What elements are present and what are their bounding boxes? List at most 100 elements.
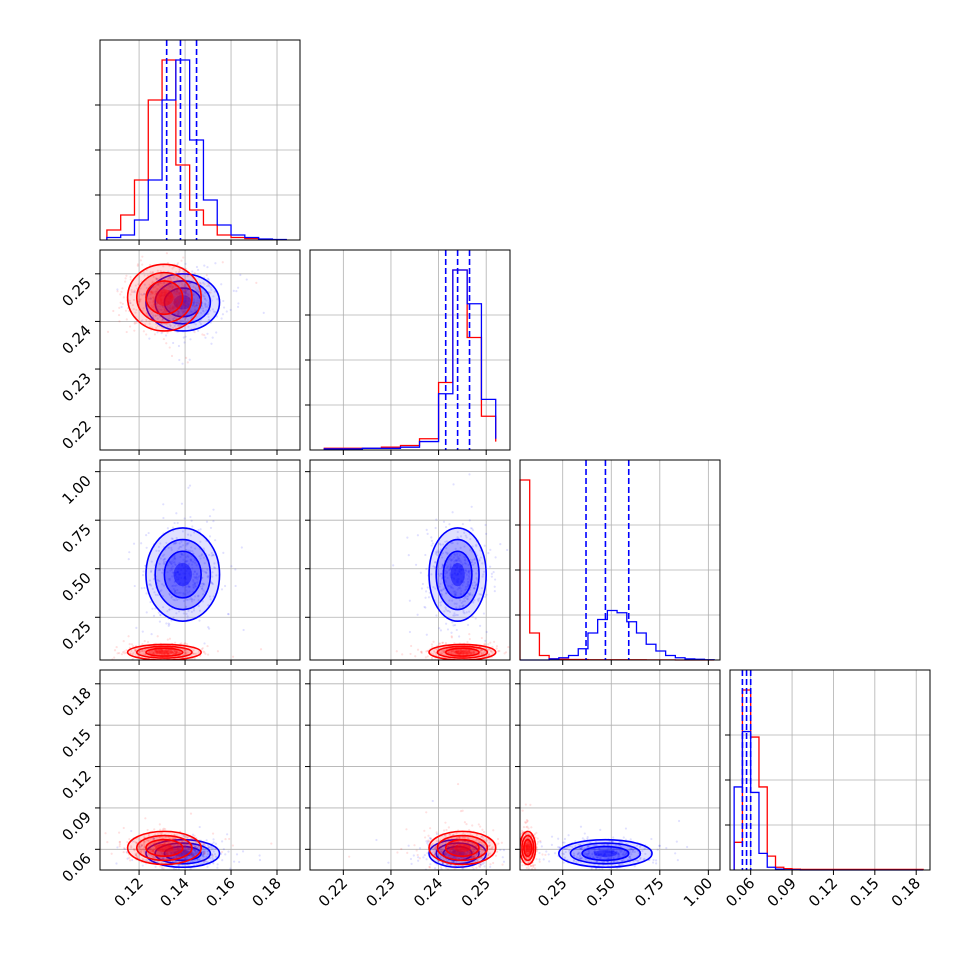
sample-point [459, 592, 462, 595]
sample-point [175, 575, 178, 579]
contour-blue [154, 280, 212, 325]
sample-point [167, 546, 170, 550]
sample-point [154, 307, 158, 310]
sample-point [185, 560, 188, 563]
sample-point [167, 302, 170, 305]
sample-point [151, 292, 154, 295]
sample-point [182, 851, 186, 854]
sample-point [414, 563, 418, 566]
sample-point [448, 568, 451, 572]
sample-point [181, 279, 184, 283]
density-fill [450, 562, 465, 587]
sample-point [550, 843, 553, 846]
sample-point [169, 852, 173, 855]
sample-point [223, 584, 227, 588]
sample-point [441, 563, 444, 567]
sample-point [175, 650, 178, 653]
sample-point [179, 324, 182, 328]
sample-point [196, 289, 199, 292]
sample-point [213, 566, 216, 569]
sample-point [197, 329, 200, 332]
sample-point [501, 863, 504, 866]
sample-point [171, 285, 174, 288]
sample-point [160, 315, 164, 318]
sample-point [457, 652, 460, 655]
sample-point [216, 866, 219, 869]
sample-point [156, 651, 159, 654]
sample-point [172, 598, 175, 601]
sample-point [178, 291, 181, 295]
sample-point [468, 576, 471, 579]
sample-point [210, 581, 214, 584]
sample-point [192, 854, 195, 857]
sample-point [173, 557, 176, 560]
sample-point [142, 849, 145, 853]
sample-point [204, 652, 207, 655]
sample-point [183, 517, 186, 520]
sample-point [157, 649, 160, 652]
sample-point [155, 309, 158, 312]
sample-point [155, 649, 158, 652]
sample-point [434, 654, 437, 657]
sample-point [156, 635, 159, 638]
sample-point [442, 650, 445, 653]
sample-point [173, 591, 177, 594]
sample-point [161, 291, 164, 294]
sample-point [463, 821, 467, 824]
sample-point [468, 649, 471, 653]
sample-point [127, 635, 130, 638]
sample-point [200, 861, 203, 865]
sample-point [506, 548, 509, 552]
sample-point [164, 649, 167, 652]
sample-point [152, 650, 155, 653]
sample-point [162, 303, 165, 306]
sample-point [158, 295, 161, 298]
sample-point [481, 828, 484, 831]
sample-point [221, 261, 224, 264]
sample-point [146, 828, 149, 832]
sample-point [154, 844, 157, 848]
sample-point [473, 587, 476, 590]
sample-point [159, 614, 162, 617]
sample-point [447, 584, 450, 588]
sample-point [583, 874, 585, 876]
sample-point [163, 842, 166, 845]
sample-point [195, 265, 199, 269]
sample-point [162, 867, 165, 870]
sample-point [485, 532, 488, 535]
sample-point [167, 577, 170, 581]
sample-point [161, 571, 164, 574]
sample-point [201, 647, 204, 650]
sample-point [159, 296, 162, 299]
sample-point [487, 552, 490, 555]
sample-point [178, 583, 181, 586]
sample-point [449, 567, 452, 571]
sample-point [124, 277, 127, 280]
sample-point [163, 291, 166, 294]
sample-point [186, 591, 189, 594]
sample-point [152, 651, 155, 654]
sample-point [459, 564, 462, 567]
sample-point [128, 551, 131, 554]
sample-point [460, 852, 464, 856]
sample-point [157, 648, 160, 652]
sample-point [446, 565, 450, 568]
sample-point [154, 290, 157, 293]
sample-point [417, 859, 420, 862]
sample-point [164, 291, 167, 294]
sample-point [456, 572, 459, 575]
sample-point [430, 539, 434, 543]
sample-point [454, 547, 457, 550]
sample-point [204, 304, 207, 307]
sample-point [453, 624, 457, 627]
sample-point [154, 842, 158, 846]
sample-point [174, 849, 177, 852]
sample-point [152, 651, 155, 655]
sample-point [145, 611, 148, 614]
sample-point [177, 295, 180, 298]
sample-point [180, 568, 183, 572]
sample-point [456, 877, 458, 879]
sample-point [207, 574, 210, 577]
sample-point [199, 540, 202, 543]
sample-point [460, 651, 463, 655]
